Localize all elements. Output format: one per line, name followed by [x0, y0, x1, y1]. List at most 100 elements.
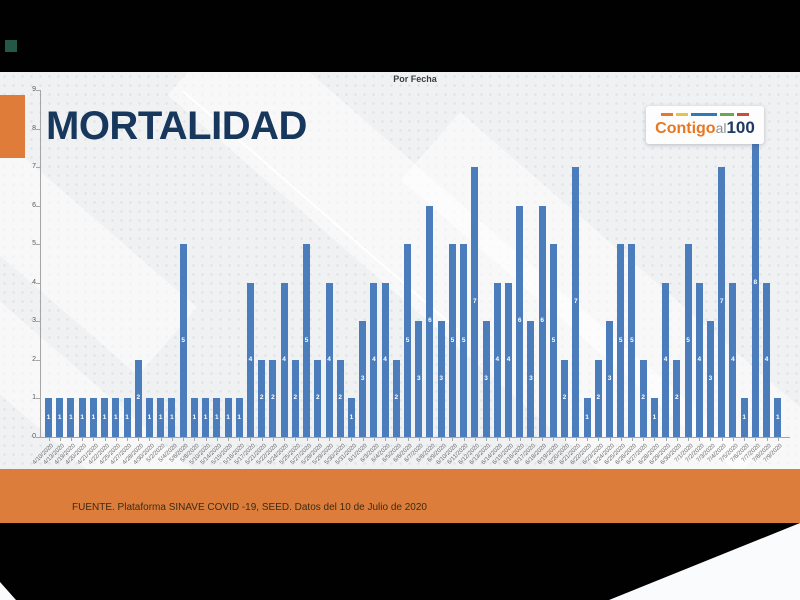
- bar-value-label: 1: [170, 413, 174, 421]
- bar: 1: [740, 398, 748, 437]
- bar-value-label: 2: [562, 394, 567, 402]
- y-axis-tick: [36, 398, 40, 400]
- bar-value-label: 5: [630, 336, 634, 344]
- bar-value-label: 1: [102, 413, 107, 421]
- x-axis-tick: [329, 438, 330, 441]
- bar: 8: [751, 128, 759, 437]
- bar: 1: [213, 398, 221, 437]
- x-axis-tick: [643, 438, 645, 441]
- bar-value-label: 7: [473, 297, 477, 305]
- x-axis-tick: [272, 438, 274, 441]
- bar: 5: [617, 244, 625, 437]
- x-axis-tick: [194, 438, 196, 441]
- bar: 3: [706, 321, 714, 437]
- bar-value-label: 1: [80, 413, 84, 421]
- bar-value-label: 1: [585, 413, 589, 421]
- bar-value-label: 2: [641, 394, 645, 402]
- x-axis-tick: [351, 438, 353, 441]
- bar-value-label: 1: [742, 413, 746, 421]
- x-axis-tick: [127, 438, 129, 441]
- bar-value-label: 4: [764, 355, 769, 363]
- bottom-right-wedge: [609, 523, 800, 600]
- x-axis-tick: [239, 438, 241, 441]
- y-axis-tick: [36, 282, 40, 284]
- x-axis-tick: [48, 438, 50, 441]
- y-axis-label: 6: [32, 201, 36, 209]
- x-axis-tick: [766, 438, 768, 441]
- bar-value-label: 5: [686, 336, 690, 344]
- x-axis-tick: [138, 438, 140, 441]
- logo-word-contigo: Contigo: [655, 120, 716, 137]
- bar-value-label: 2: [259, 394, 264, 402]
- bar: 4: [763, 282, 771, 437]
- x-axis-tick: [183, 438, 185, 441]
- bar: 7: [572, 167, 580, 437]
- bar: 5: [404, 244, 412, 437]
- bar: 1: [145, 398, 153, 437]
- y-axis-label: 8: [32, 124, 36, 132]
- x-axis-tick: [665, 438, 667, 441]
- x-axis-tick: [429, 438, 431, 441]
- x-axis-tick: [777, 438, 779, 441]
- y-axis-tick: [36, 321, 40, 323]
- x-axis-tick: [261, 438, 263, 441]
- page-title: MORTALIDAD: [46, 104, 307, 148]
- bar-value-label: 1: [57, 413, 62, 421]
- x-axis-tick: [216, 438, 218, 441]
- bar: 4: [505, 282, 513, 437]
- bar: 1: [78, 398, 86, 437]
- bar-value-label: 1: [775, 413, 780, 421]
- logo-text: Contigoal100: [655, 119, 755, 137]
- x-axis-tick: [688, 438, 690, 441]
- x-axis-tick: [340, 438, 342, 441]
- bar: 3: [527, 321, 535, 437]
- x-axis-tick: [452, 438, 454, 441]
- bar: 1: [89, 398, 97, 437]
- y-axis-tick: [36, 359, 40, 361]
- bar: 2: [673, 359, 681, 437]
- logo-dash: [676, 113, 688, 116]
- x-axis-tick: [228, 438, 230, 441]
- bar: 2: [336, 359, 344, 437]
- bar: 1: [157, 398, 165, 437]
- bottom-left-wedge: [0, 582, 16, 600]
- bar-value-label: 1: [147, 413, 152, 421]
- bar: 5: [628, 244, 636, 437]
- bottom-black-bar: [0, 523, 800, 600]
- bar-value-label: 3: [529, 374, 533, 382]
- bar: 1: [774, 398, 782, 437]
- bar: 2: [314, 359, 322, 437]
- bar: 6: [538, 205, 546, 437]
- bar: 7: [718, 167, 726, 437]
- logo-dash: [661, 113, 673, 116]
- bar: 4: [695, 282, 703, 437]
- bar-value-label: 1: [114, 413, 118, 421]
- x-axis-tick: [676, 438, 678, 441]
- y-axis-label: 2: [32, 355, 36, 363]
- x-axis-tick: [755, 438, 757, 441]
- x-axis-tick: [620, 438, 622, 441]
- x-axis-line: [40, 437, 790, 438]
- bar-value-label: 4: [383, 355, 387, 363]
- bar: 4: [246, 282, 254, 437]
- bar-value-label: 2: [338, 394, 343, 402]
- x-axis-tick: [530, 438, 532, 441]
- bar: 1: [101, 398, 109, 437]
- left-accent-bar: [0, 95, 25, 158]
- bar: 1: [224, 398, 232, 437]
- x-axis-tick: [463, 438, 465, 441]
- x-axis-tick: [82, 438, 84, 441]
- bar-value-label: 4: [327, 355, 331, 363]
- x-axis-tick: [744, 438, 746, 441]
- bar-value-label: 4: [248, 355, 253, 363]
- bar: 1: [112, 398, 120, 437]
- bar-value-label: 5: [405, 336, 410, 344]
- y-axis-label: 4: [32, 278, 36, 286]
- bar-value-label: 1: [91, 413, 96, 421]
- bar-value-label: 1: [46, 413, 51, 421]
- x-axis-tick: [160, 438, 162, 441]
- bar-value-label: 6: [428, 317, 432, 325]
- bar-value-label: 2: [675, 394, 679, 402]
- x-axis-tick: [519, 438, 521, 441]
